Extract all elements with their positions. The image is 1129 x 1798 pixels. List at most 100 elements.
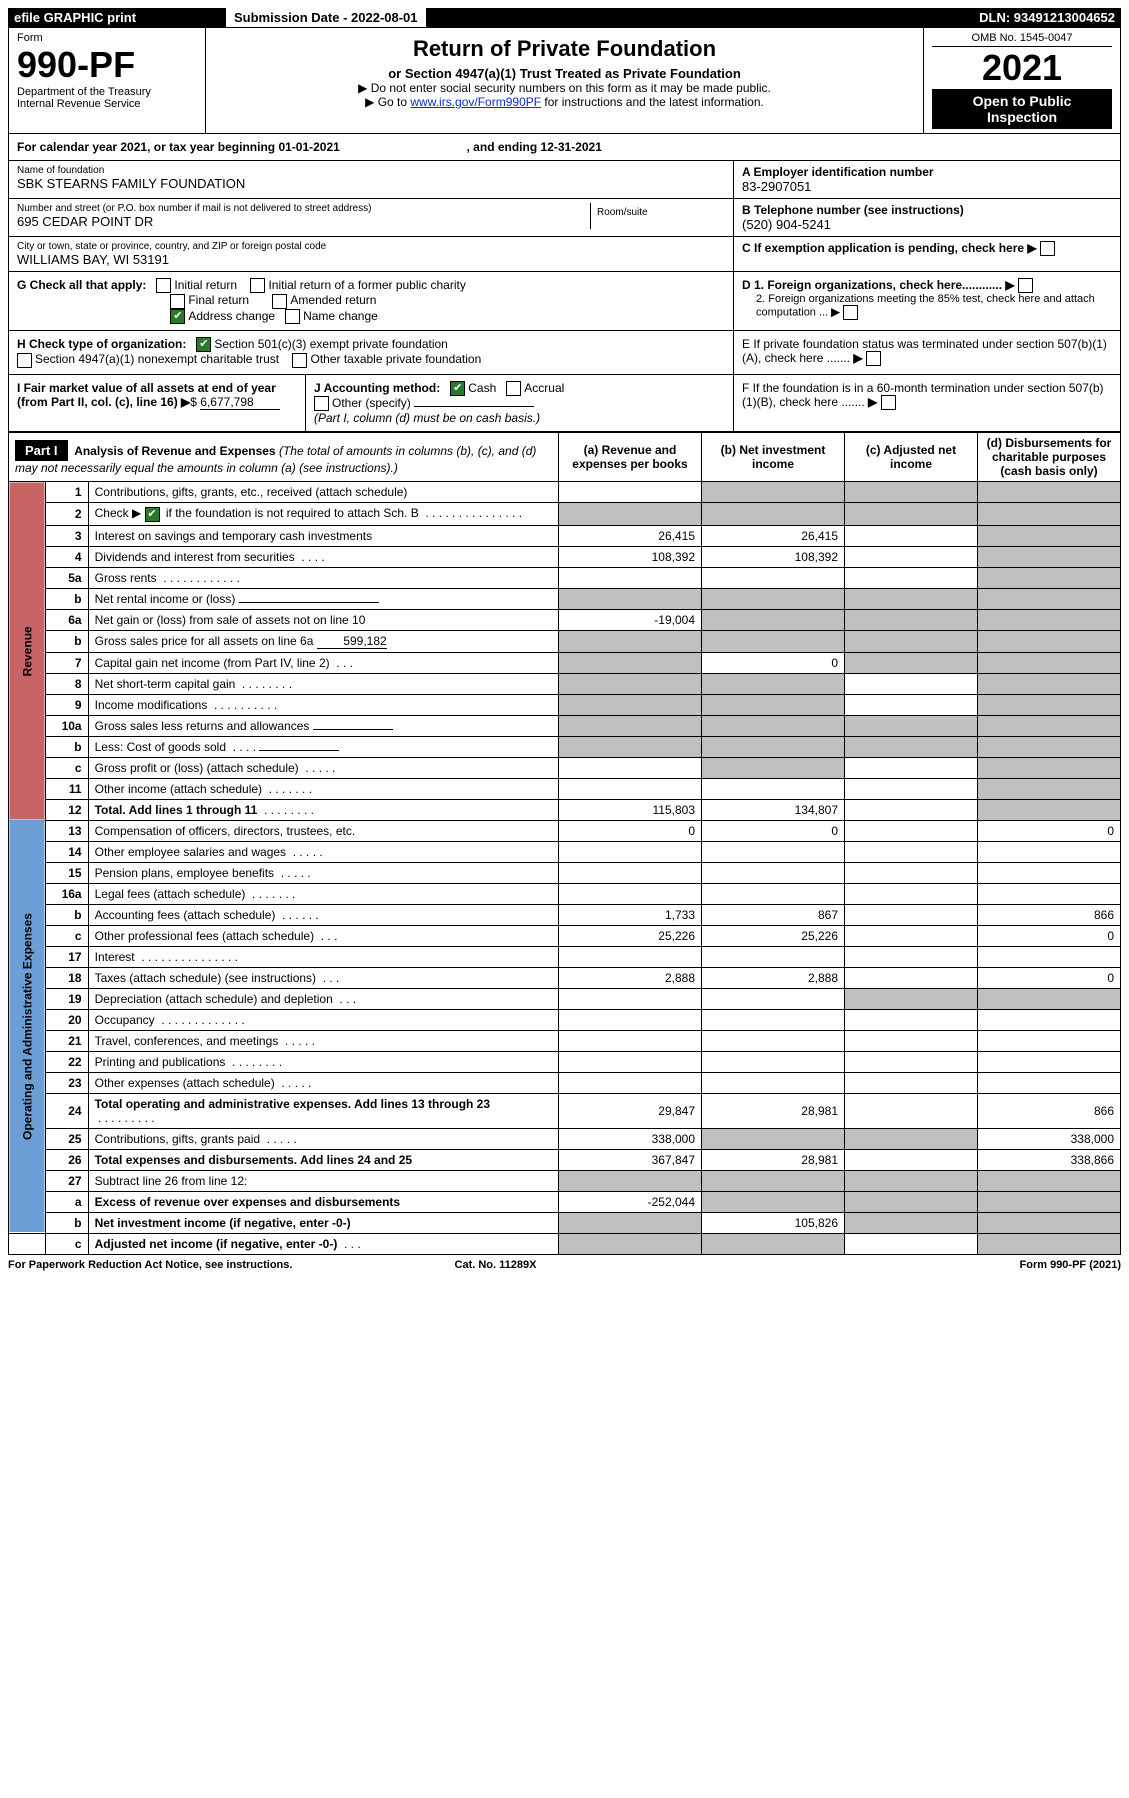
l17: Interest (95, 950, 135, 964)
h-501c3-cb[interactable]: ✔ (196, 337, 211, 352)
city-label: City or town, state or province, country… (17, 241, 725, 252)
submission-date: Submission Date - 2022-08-01 (226, 8, 426, 27)
l3b: 26,415 (702, 525, 845, 546)
l16a: Legal fees (attach schedule) (95, 887, 246, 901)
part1-title: Analysis of Revenue and Expenses (74, 444, 275, 458)
l1: Contributions, gifts, grants, etc., rece… (88, 482, 558, 503)
efile-label: efile GRAPHIC print (8, 8, 220, 27)
l16bb: 867 (702, 904, 845, 925)
dln-label: DLN: 93491213004652 (750, 8, 1121, 27)
l18b: 2,888 (702, 967, 845, 988)
room-label: Room/suite (597, 207, 717, 218)
ij-block: I Fair market value of all assets at end… (8, 375, 1121, 433)
l16b: Accounting fees (attach schedule) (95, 908, 276, 922)
l13b: 0 (702, 820, 845, 841)
l7: Capital gain net income (from Part IV, l… (95, 656, 330, 670)
form-subtitle: or Section 4947(a)(1) Trust Treated as P… (214, 66, 915, 81)
l6b: Gross sales price for all assets on line… (95, 634, 314, 648)
l27c: Adjusted net income (if negative, enter … (95, 1237, 338, 1251)
phone-value: (520) 904-5241 (742, 217, 1112, 232)
l4a: 108,392 (559, 546, 702, 567)
l9: Income modifications (95, 698, 208, 712)
g-final-cb[interactable] (170, 294, 185, 309)
d2-cb[interactable] (843, 305, 858, 320)
l4: Dividends and interest from securities (95, 550, 295, 564)
j-accrual-cb[interactable] (506, 381, 521, 396)
l16cb: 25,226 (702, 925, 845, 946)
l24b: 28,981 (702, 1093, 845, 1128)
g-former-cb[interactable] (250, 278, 265, 293)
l25d: 338,000 (978, 1128, 1121, 1149)
instructions-link[interactable]: www.irs.gov/Form990PF (410, 95, 541, 109)
l5b: Net rental income or (loss) (95, 592, 236, 606)
l5a: Gross rents (95, 571, 157, 585)
tax-year: 2021 (932, 47, 1112, 89)
h-501c3: Section 501(c)(3) exempt private foundat… (214, 337, 447, 351)
l12b: 134,807 (702, 799, 845, 820)
foundation-name: SBK STEARNS FAMILY FOUNDATION (17, 176, 725, 191)
h-label: H Check type of organization: (17, 337, 186, 351)
name-label: Name of foundation (17, 165, 725, 176)
g-name-cb[interactable] (285, 309, 300, 324)
ein-label: A Employer identification number (742, 165, 1112, 179)
d1-cb[interactable] (1018, 278, 1033, 293)
g-address: Address change (188, 309, 275, 323)
h-other: Other taxable private foundation (310, 352, 481, 366)
f-cb[interactable] (881, 395, 896, 410)
l10a: Gross sales less returns and allowances (95, 719, 310, 733)
footer-mid: Cat. No. 11289X (296, 1259, 696, 1271)
addr-label: Number and street (or P.O. box number if… (17, 203, 590, 214)
g-amended-cb[interactable] (272, 294, 287, 309)
j-cash-cb[interactable]: ✔ (450, 381, 465, 396)
l27aa: -252,044 (559, 1191, 702, 1212)
c-checkbox[interactable] (1040, 241, 1055, 256)
l2-post: if the foundation is not required to att… (163, 506, 419, 520)
g-former: Initial return of a former public charit… (268, 278, 465, 292)
j-other-cb[interactable] (314, 396, 329, 411)
top-bar: efile GRAPHIC print Submission Date - 20… (8, 8, 1121, 27)
l27: Subtract line 26 from line 12: (88, 1170, 558, 1191)
col-d-hdr: (d) Disbursements for charitable purpose… (978, 433, 1121, 482)
g-amended: Amended return (290, 293, 376, 307)
l4b: 108,392 (702, 546, 845, 567)
h-other-cb[interactable] (292, 353, 307, 368)
j-other: Other (specify) (332, 396, 411, 410)
l13a: 0 (559, 820, 702, 841)
h-4947: Section 4947(a)(1) nonexempt charitable … (35, 352, 279, 366)
j-note: (Part I, column (d) must be on cash basi… (314, 411, 540, 425)
l18d: 0 (978, 967, 1121, 988)
street-address: 695 CEDAR POINT DR (17, 214, 590, 229)
g-initial-cb[interactable] (156, 278, 171, 293)
l12: Total. Add lines 1 through 11 (95, 803, 258, 817)
g-name: Name change (303, 309, 378, 323)
omb-number: OMB No. 1545-0047 (932, 32, 1112, 47)
l2-cb[interactable]: ✔ (145, 507, 160, 522)
l6b-val: 599,182 (317, 634, 387, 649)
expense-label: Operating and Administrative Expenses (9, 820, 46, 1233)
l6aa: -19,004 (559, 609, 702, 630)
l25: Contributions, gifts, grants paid (95, 1132, 260, 1146)
l16ca: 25,226 (559, 925, 702, 946)
l16ba: 1,733 (559, 904, 702, 925)
l24: Total operating and administrative expen… (95, 1097, 490, 1111)
f-label: F If the foundation is in a 60-month ter… (742, 381, 1104, 409)
l16cd: 0 (978, 925, 1121, 946)
j-label: J Accounting method: (314, 381, 440, 395)
e-cb[interactable] (866, 351, 881, 366)
l10b: Less: Cost of goods sold (95, 740, 226, 754)
form-header: Form 990-PF Department of the Treasury I… (8, 27, 1121, 134)
c-label: C If exemption application is pending, c… (742, 241, 1024, 255)
l18: Taxes (attach schedule) (see instruction… (95, 971, 316, 985)
l13: Compensation of officers, directors, tru… (88, 820, 558, 841)
h-4947-cb[interactable] (17, 353, 32, 368)
l27a: Excess of revenue over expenses and disb… (95, 1195, 400, 1209)
i-value: 6,677,798 (200, 395, 280, 410)
g-final: Final return (188, 293, 249, 307)
col-a-hdr: (a) Revenue and expenses per books (559, 433, 702, 482)
g-address-cb[interactable]: ✔ (170, 309, 185, 324)
l12a: 115,803 (559, 799, 702, 820)
footer: For Paperwork Reduction Act Notice, see … (8, 1259, 1121, 1271)
ein-value: 83-2907051 (742, 179, 1112, 194)
l27bb: 105,826 (702, 1212, 845, 1233)
l11: Other income (attach schedule) (95, 782, 262, 796)
